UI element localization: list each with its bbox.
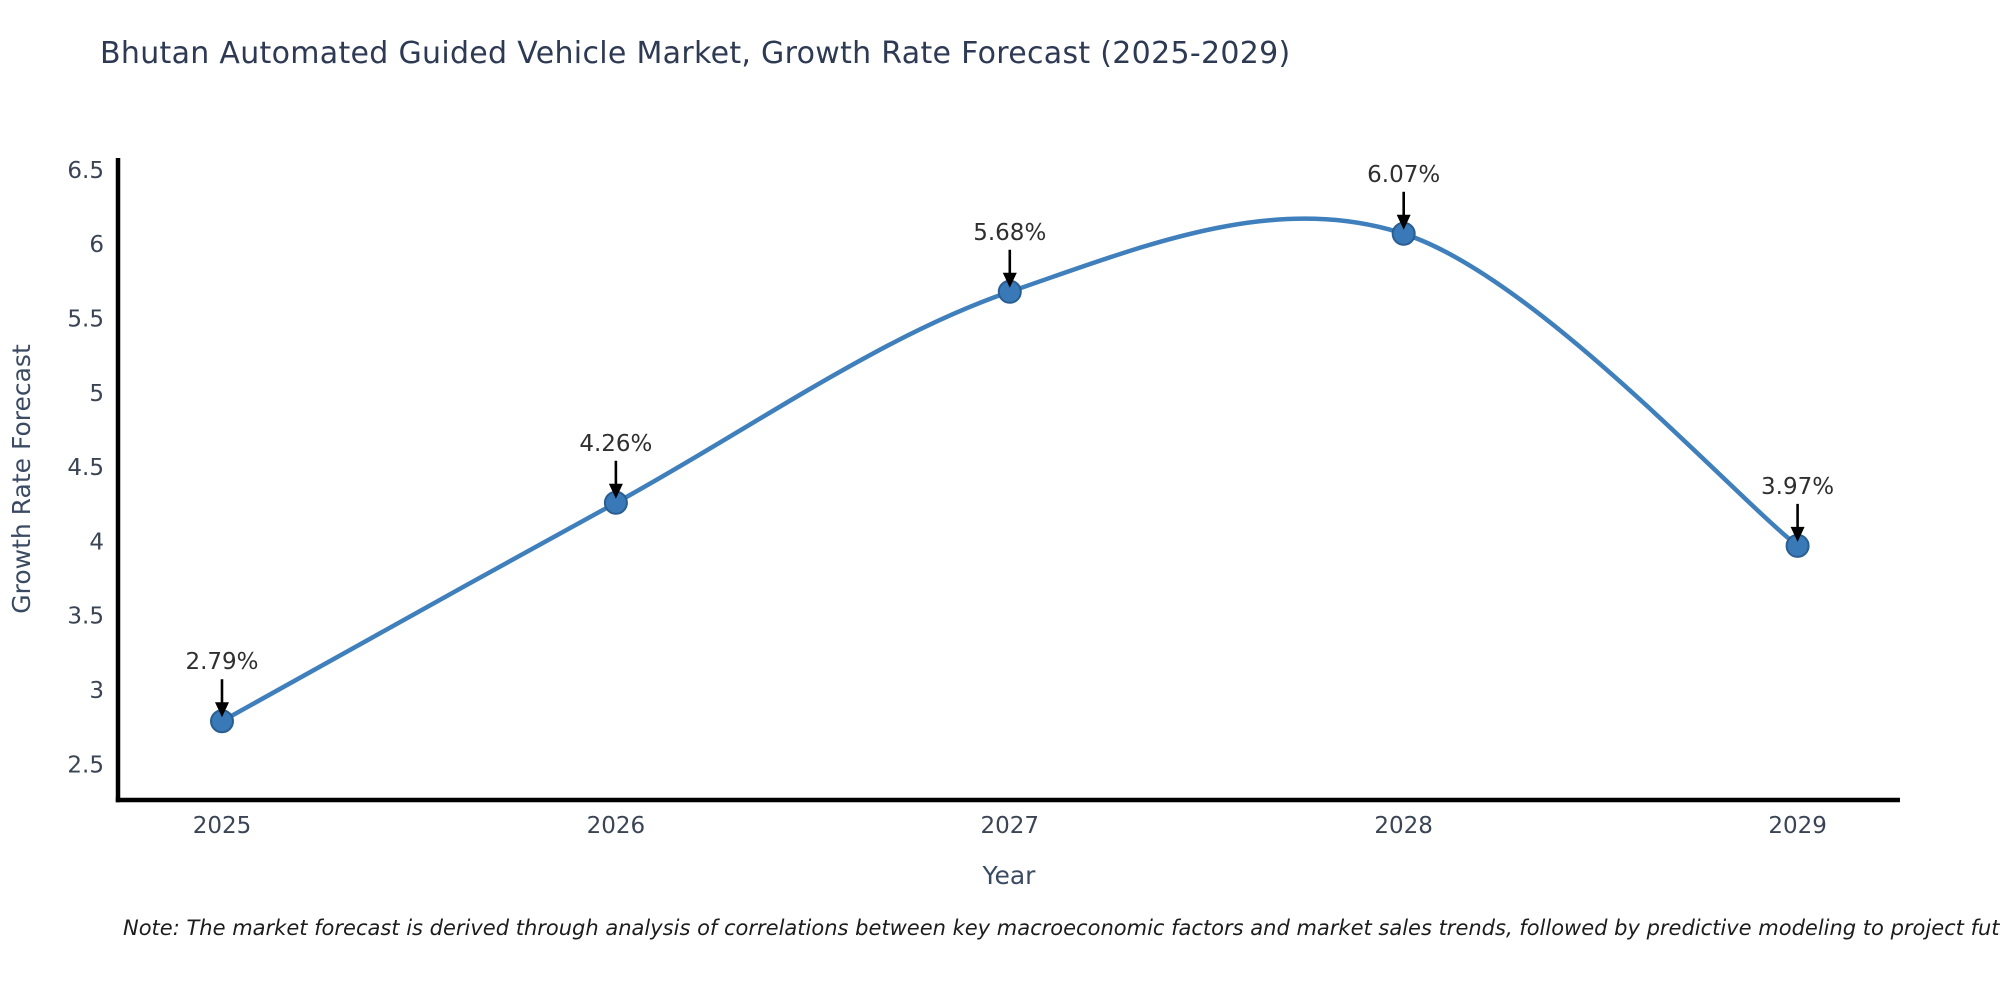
y-axis-label: Growth Rate Forecast — [7, 344, 36, 614]
annotation-arrow-head — [608, 483, 623, 499]
data-point-label: 5.68% — [973, 220, 1046, 246]
x-tick-label: 2028 — [1374, 813, 1433, 839]
data-point-label: 6.07% — [1367, 162, 1440, 188]
y-tick-label: 2.5 — [67, 752, 104, 778]
x-tick-label: 2027 — [981, 813, 1040, 839]
x-tick-label: 2026 — [587, 813, 646, 839]
annotation-arrow-head — [1002, 272, 1017, 288]
y-tick-label: 6 — [89, 232, 104, 258]
y-tick-label: 3.5 — [67, 604, 104, 630]
y-tick-label: 3 — [89, 678, 104, 704]
data-point-label: 2.79% — [185, 649, 258, 675]
y-tick-label: 4 — [89, 529, 104, 555]
x-tick-label: 2029 — [1768, 813, 1827, 839]
y-tick-label: 5.5 — [67, 307, 104, 333]
footnote: Note: The market forecast is derived thr… — [123, 916, 2000, 940]
x-tick-label: 2025 — [193, 813, 252, 839]
annotation-arrow-head — [1790, 526, 1805, 542]
x-axis-label: Year — [982, 861, 1037, 890]
y-tick-label: 6.5 — [67, 158, 104, 184]
annotation-arrow-head — [1396, 214, 1411, 230]
data-point-label: 4.26% — [579, 431, 652, 457]
chart-title: Bhutan Automated Guided Vehicle Market, … — [100, 36, 1291, 71]
y-tick-label: 4.5 — [67, 455, 104, 481]
data-point-label: 3.97% — [1761, 474, 1834, 500]
y-tick-label: 5 — [89, 381, 104, 407]
annotation-arrow-head — [214, 702, 229, 718]
